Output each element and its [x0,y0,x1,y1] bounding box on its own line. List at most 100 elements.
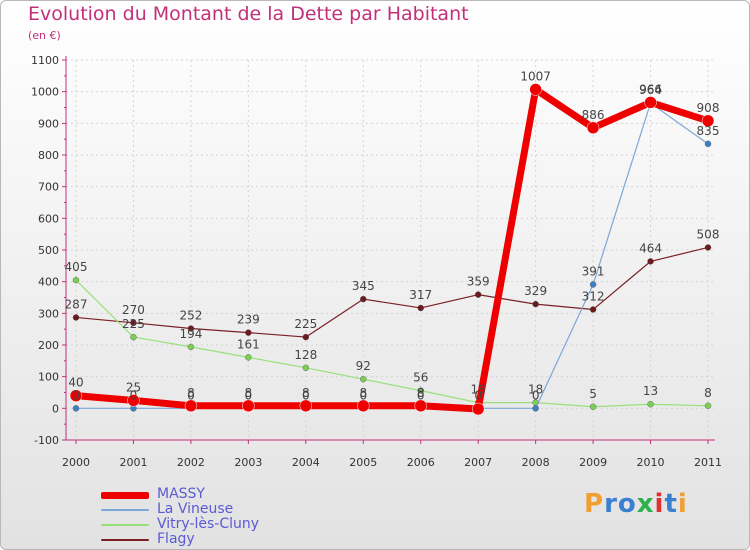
x-tick-label: 2001 [119,456,147,469]
series-line [75,102,709,409]
data-label: 359 [467,275,490,289]
series-line [75,279,709,408]
legend-swatch [101,539,149,541]
data-label: 329 [524,284,547,298]
data-point [589,403,597,410]
data-point [299,399,313,413]
data-point [704,402,712,409]
data-label: 5 [589,387,597,401]
data-label: 287 [65,297,88,311]
legend-item: Vitry-lès-Cluny [101,517,361,532]
data-label: 225 [294,317,317,331]
legend-item: Flagy [101,532,361,547]
data-label: 1007 [520,69,551,83]
legend-label: La Vineuse [157,501,234,517]
data-label: 508 [697,227,720,241]
y-tick-label: 200 [38,339,59,352]
data-point [471,402,485,416]
data-point [245,329,252,336]
data-point [242,399,255,413]
legend-label: MASSY [157,486,205,502]
logo-letter: i [654,489,665,519]
y-tick-label: 800 [38,149,59,162]
x-tick-label: 2004 [292,456,320,469]
y-tick-label: 500 [38,244,59,257]
data-point [184,399,198,413]
y-tick-label: 600 [38,212,59,225]
data-point [69,389,83,402]
data-point [72,405,80,412]
series-line [72,85,712,413]
data-point [187,343,195,351]
legend-swatch [101,491,149,499]
data-label: 966 [639,82,662,96]
data-label: 886 [582,108,605,122]
data-label: 40 [68,376,83,390]
data-point [302,364,310,371]
data-point [360,376,367,383]
y-tick-label: 1100 [31,54,59,67]
legend-item: La Vineuse [101,502,361,517]
data-point [357,399,370,413]
data-point [417,304,424,312]
chart-subtitle: (en €) [28,29,61,42]
y-tick-label: 300 [38,307,59,320]
data-label: 0 [72,388,80,402]
x-tick-label: 2011 [694,456,722,469]
data-label: 225 [122,317,145,331]
data-label: 252 [179,309,202,323]
x-tick-label: 2005 [349,456,377,469]
data-label: 0 [359,388,367,402]
data-label: 0 [474,388,482,402]
data-point [532,300,539,308]
legend-item: MASSY [101,487,361,502]
data-label: 270 [122,303,145,317]
x-tick-label: 2003 [234,456,262,469]
data-label: 835 [697,124,720,138]
data-label: 13 [643,384,658,398]
data-label: 464 [639,241,662,255]
data-point [72,276,80,284]
data-point [704,140,712,148]
logo-letter: i [677,489,688,519]
x-tick-label: 2006 [407,456,435,469]
x-tick-label: 2009 [579,456,607,469]
data-label: 0 [417,388,425,402]
data-point [586,121,600,135]
data-label: 405 [65,260,88,274]
data-point [127,394,140,407]
y-tick-label: 700 [38,181,59,194]
series-line [75,246,709,338]
data-label: 56 [413,371,428,385]
legend-swatch [101,524,149,526]
data-label: 908 [697,101,720,115]
data-point [532,405,539,412]
data-label: 128 [294,348,317,362]
y-tick-label: 1000 [31,86,59,99]
data-point [701,114,715,128]
legend-label: Flagy [157,531,195,547]
data-label: 8 [187,386,195,400]
logo-letter: t [664,489,678,519]
data-point [245,354,252,361]
data-label: 25 [126,380,141,394]
data-label: 194 [179,327,202,341]
data-point [414,399,427,413]
data-label: 8 [245,386,253,400]
logo-letter: P [584,489,605,519]
data-label: 0 [302,388,310,402]
data-point [474,291,482,298]
data-label: 239 [237,313,260,327]
data-point [417,387,424,394]
data-point [130,319,137,327]
data-point [589,281,597,288]
data-point [647,258,654,265]
logo-letter: r [604,489,618,519]
data-label: 92 [356,359,371,373]
data-label: 8 [359,386,367,400]
data-point [130,333,137,341]
data-point [302,333,310,341]
data-label: 391 [582,265,605,279]
